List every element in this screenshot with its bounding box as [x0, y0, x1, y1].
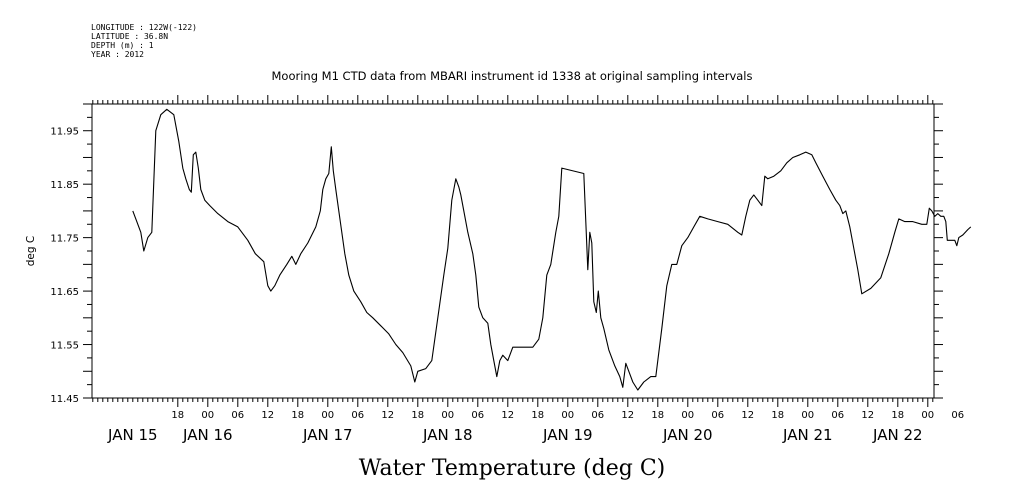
date-label: JAN 17: [302, 426, 353, 444]
y-tick-label: 11.85: [50, 180, 79, 191]
x-tick-label: 18: [291, 410, 304, 421]
x-axis: 18 00 06 12 18 00 06 12 18 00 06 12 18 00 06 12 18 00 06 12…: [92, 95, 964, 444]
date-label: JAN 20: [662, 426, 713, 444]
x-tick-label: 18: [651, 410, 664, 421]
x-tick-label: 18: [891, 410, 904, 421]
x-tick-label: 18: [771, 410, 784, 421]
y-tick-label: 11.95: [50, 127, 79, 138]
x-tick-label: 00: [201, 410, 214, 421]
x-tick-label: 00: [441, 410, 454, 421]
header-depth: DEPTH (m) : 1: [91, 41, 154, 50]
x-tick-label: 00: [921, 410, 934, 421]
x-tick-label: 00: [321, 410, 334, 421]
x-tick-label: 12: [621, 410, 634, 421]
x-tick-label: 18: [531, 410, 544, 421]
x-tick-label: 06: [591, 410, 604, 421]
x-tick-label: 00: [561, 410, 574, 421]
x-tick-label: 12: [741, 410, 754, 421]
header-latitude: LATITUDE : 36.8N: [91, 32, 168, 41]
x-tick-label: 06: [231, 410, 244, 421]
x-tick-label: 06: [951, 410, 964, 421]
x-tick-label: 06: [711, 410, 724, 421]
x-tick-label: 00: [681, 410, 694, 421]
series-line: [132, 108, 972, 391]
y-tick-label: 11.45: [50, 394, 79, 405]
x-tick-label: 12: [381, 410, 394, 421]
y-tick-label: 11.75: [50, 234, 79, 245]
x-axis-label: Water Temperature (deg C): [359, 456, 666, 481]
date-label: JAN 15: [107, 426, 158, 444]
x-tick-label: 06: [831, 410, 844, 421]
date-label: JAN 16: [182, 426, 233, 444]
x-tick-label: 18: [411, 410, 424, 421]
x-tick-label: 12: [501, 410, 514, 421]
plot-frame: [91, 103, 935, 399]
header-year: YEAR : 2012: [91, 50, 144, 59]
x-tick-label: 18: [171, 410, 184, 421]
y-axis-label: deg C: [25, 236, 37, 266]
x-tick-label: 06: [471, 410, 484, 421]
x-tick-label: 12: [861, 410, 874, 421]
data-series: [132, 108, 972, 391]
date-label: JAN 18: [422, 426, 473, 444]
date-label: JAN 22: [872, 426, 923, 444]
x-tick-label: 00: [801, 410, 814, 421]
date-label: JAN 21: [782, 426, 833, 444]
y-axis: 11.45 11.55 11.65 11.75 11.85 11.95: [50, 103, 943, 405]
x-tick-label: 12: [261, 410, 274, 421]
chart-title: Mooring M1 CTD data from MBARI instrumen…: [272, 69, 753, 83]
y-tick-label: 11.55: [50, 341, 79, 352]
y-tick-label: 11.65: [50, 287, 79, 298]
x-tick-label: 06: [351, 410, 364, 421]
header-longitude: LONGITUDE : 122W(-122): [91, 23, 197, 32]
date-label: JAN 19: [542, 426, 593, 444]
